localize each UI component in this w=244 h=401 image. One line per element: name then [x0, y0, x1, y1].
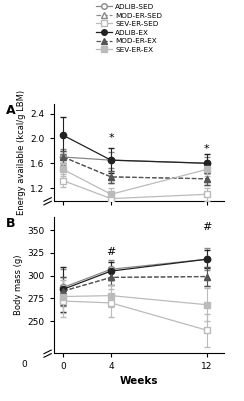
- Text: B: B: [6, 217, 15, 229]
- Text: *: *: [108, 133, 114, 143]
- Text: #: #: [106, 247, 116, 257]
- X-axis label: Weeks: Weeks: [120, 377, 158, 387]
- Text: #: #: [202, 222, 211, 232]
- Y-axis label: Body mass (g): Body mass (g): [14, 255, 23, 315]
- Y-axis label: Energy available (kcal/g LBM): Energy available (kcal/g LBM): [17, 90, 26, 215]
- Text: A: A: [6, 104, 15, 117]
- Text: 0: 0: [21, 360, 27, 369]
- Legend: ADLIB-SED, MOD-ER-SED, SEV-ER-SED, ADLIB-EX, MOD-ER-EX, SEV-ER-EX: ADLIB-SED, MOD-ER-SED, SEV-ER-SED, ADLIB…: [96, 4, 162, 53]
- Text: *: *: [204, 144, 209, 154]
